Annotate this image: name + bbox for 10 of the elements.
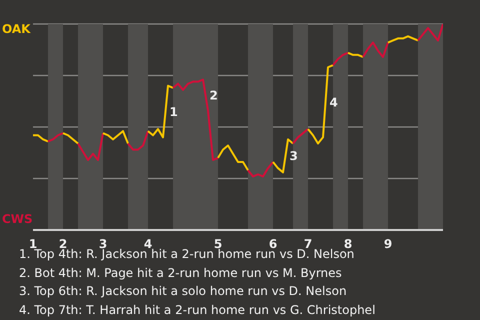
- text: CWS: [2, 212, 33, 226]
- text: 3. Top 6th: R. Jackson hit a solo home run vs D. Nelson: [19, 283, 348, 300]
- text: OAK: [2, 22, 30, 36]
- text: 4. Top 7th: T. Harrah hit a 2-run home run vs G. Christophel: [19, 302, 376, 318]
- x-tick-label: 9: [384, 237, 392, 251]
- annotation: 2: [210, 88, 218, 102]
- annotation: 1: [170, 104, 178, 119]
- annotation: 3: [290, 149, 298, 164]
- text: 2. Bot 4th: M. Page hit a 2-run home run vs M. Byrnes: [19, 264, 343, 282]
- annotation: 4: [330, 96, 338, 110]
